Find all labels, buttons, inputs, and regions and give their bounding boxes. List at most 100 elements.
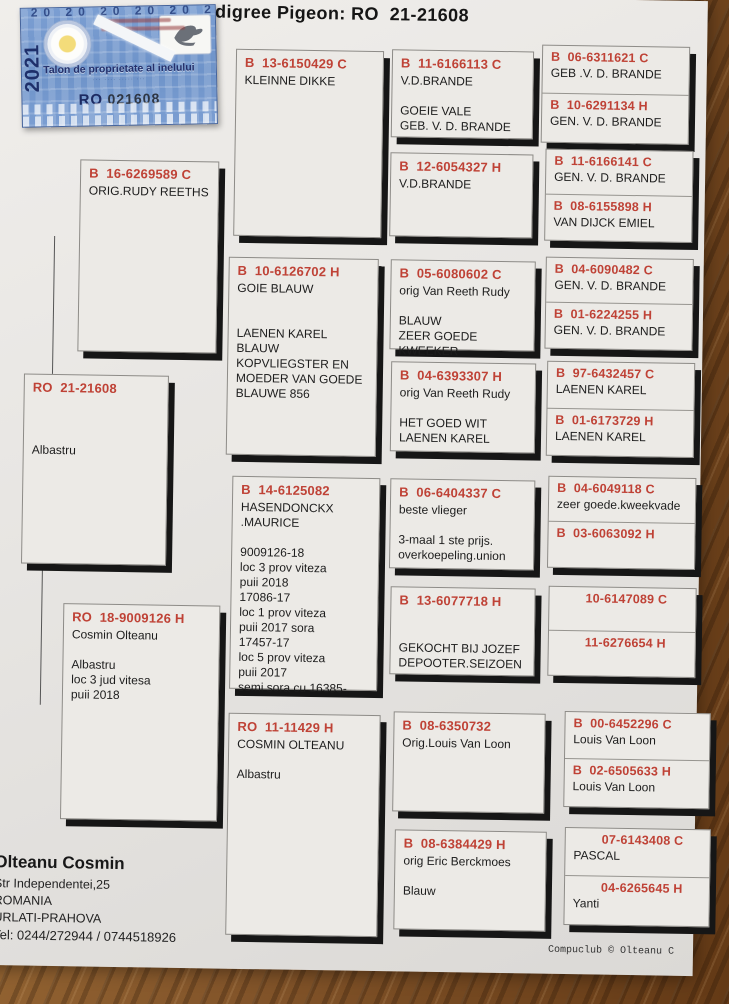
ring-number: B 03-6063092 H [556,525,655,542]
sticker-title: Talon de proprietate al inelului [43,61,195,77]
ring-ownership-sticker: 20 20 20 20 20 20 2021 Talon de propriet… [19,4,218,128]
ring-number: B 10-6291134 H [550,97,648,114]
ring-number: B 10-6126702 H [237,262,340,280]
software-credit: Compuclub © Olteanu C [547,944,675,958]
box-gen3-b05-6080602: B 05-6080602 C orig Van Reeth Rudy BLAUW… [389,259,536,358]
ring-number: B 12-6054327 H [399,158,502,175]
ring-number: B 00-6452296 C [573,716,672,732]
ring-number: B 16-6269589 C [89,165,192,183]
pedigree-connector-line [39,568,43,705]
gen4-cell-b01-6224255: B 01-6224255 H GEN. V. D. BRANDE [545,303,692,350]
box-notes: VAN DIJCK EMIEL [553,214,655,231]
owner-address-city: URLATI-PRAHOVA [0,910,102,926]
box-notes: V.D.BRANDE GOEIE VALE GEB. V. D. BRANDE [399,73,511,135]
box-gen3-b04-6393307: B 04-6393307 H orig Van Reeth Rudy HET G… [389,361,537,454]
ring-number: B 97-6432457 C [555,365,655,382]
ring-number: 10-6147089 C [585,591,668,607]
sticker-wave-pattern [22,113,217,127]
gen4-cell-b11-6166141: B 11-6166141 C GEN. V. D. BRANDE [545,149,693,197]
box-notes: HASENDONCKX .MAURICE 9009126-18 loc 3 pr… [237,499,347,696]
gen4-cell-07-6143408: 07-6143408 C PASCAL [565,828,710,879]
ring-number: B 01-6173729 H [555,412,654,428]
gen4-cell-04-6265645: 04-6265645 H Yanti [564,876,709,926]
owner-address-country: ROMANIA [0,893,53,908]
box-gen3-b12-6054327: B 12-6054327 H V.D.BRANDE [389,152,534,239]
box-notes: orig Van Reeth Rudy BLAUW ZEER GOEDE KWE… [398,283,510,359]
box-notes: GOIE BLAUW LAENEN KAREL BLAUW KOPVLIEGST… [235,280,363,401]
box-notes: Albastru [31,397,76,458]
box-sire-b16-6269589: B 16-6269589 C ORIG.RUDY REETHS [77,159,220,354]
ring-number: B 08-6384429 H [403,835,506,853]
box-notes: GEN. V. D. BRANDE [554,277,667,294]
ring-number: B 04-6090482 C [554,261,653,278]
box-notes: COSMIN OLTEANU Albastru [236,736,345,782]
page-title: edigree Pigeon: RO 21-21608 [204,1,470,26]
box-gen4-pair-3: B 04-6090482 C GEN. V. D. BRANDE B 01-62… [544,256,694,351]
box-notes: GEN. V. D. BRANDE [553,322,666,339]
box-notes: KLEINNE DIKKE [244,72,336,89]
box-notes: ORIG.RUDY REETHS [88,183,209,200]
ring-number: RO 21-21608 [32,379,117,396]
ring-number: B 11-6166113 C [400,55,502,72]
box-notes: orig Eric Berckmoes Blauw [402,853,511,899]
gen4-cell-10-6147089: 10-6147089 C [549,586,696,634]
ring-number: B 08-6155898 H [553,198,652,215]
box-notes [556,542,686,544]
owner-address-street: Str Independentei,25 [0,876,111,892]
gen4-cell-b97-6432457: B 97-6432457 C LAENEN KAREL [547,361,695,411]
gen4-cell-b08-6155898: B 08-6155898 H VAN DIJCK EMIEL [545,195,692,242]
box-gen3-b11-6166113: B 11-6166113 C V.D.BRANDE GOEIE VALE GEB… [390,49,535,140]
box-gen2-b14-6125082: B 14-6125082 HASENDONCKX .MAURICE 900912… [229,475,381,696]
box-notes: zeer goede.kweekvade [556,496,681,513]
box-gen3-b13-6077718: B 13-6077718 H GEKOCHT BIJ JOZEF DEPOOTE… [389,586,536,677]
gen4-cell-11-6276654: 11-6276654 H [548,631,695,677]
box-notes: Yanti [572,896,600,911]
box-notes: GEN. V. D. BRANDE [549,113,662,130]
box-gen4-pair-1: B 06-6311621 C GEB .V. D. BRANDE B 10-62… [540,44,691,145]
box-gen2-ro11-11429: RO 11-11429 H COSMIN OLTEANU Albastru [225,712,381,938]
box-gen4-pair-4: B 97-6432457 C LAENEN KAREL B 01-6173729… [545,360,696,459]
ring-number: RO 18-9009126 H [72,609,185,627]
box-gen4-pair-7: B 00-6452296 C Louis Van Loon B 02-65056… [563,711,711,810]
box-dam-ro18-9009126: RO 18-9009126 H Cosmin Olteanu Albastru … [59,603,221,822]
ring-number: 04-6265645 H [600,880,683,896]
pigeon-logo-icon [158,14,212,56]
gen4-cell-b04-6049118: B 04-6049118 C zeer goede.kweekvade [548,476,696,525]
gen4-cell-b04-6090482: B 04-6090482 C GEN. V. D. BRANDE [546,257,693,305]
box-notes: GEB .V. D. BRANDE [550,65,662,82]
ring-number: B 04-6393307 H [399,367,503,384]
pedigree-connector-line [51,235,56,374]
box-notes: PASCAL [573,848,621,863]
owner-name: Olteanu Cosmin [0,852,125,874]
owner-phone: Tel: 0244/272944 / 0744518926 [0,927,177,945]
box-notes: GEKOCHT BIJ JOZEF DEPOOTER.SEIZOEN [398,610,522,672]
box-gen2-b13-6150429: B 13-6150429 C KLEINNE DIKKE [233,48,385,239]
ring-number: B 08-6350732 [402,717,492,734]
box-notes [557,651,687,653]
ring-number: B 05-6080602 C [399,265,502,282]
pigeon-silhouette-icon [174,25,203,46]
box-notes: V.D.BRANDE [398,176,472,192]
ring-number: B 04-6049118 C [557,480,655,497]
box-notes: Cosmin Olteanu Albastru loc 3 jud vitesa… [70,627,159,703]
box-gen4-pair-5: B 04-6049118 C zeer goede.kweekvade B 03… [546,475,697,571]
box-gen2-b10-6126702: B 10-6126702 H GOIE BLAUW LAENEN KAREL B… [225,256,379,458]
box-gen4-pair-8: 07-6143408 C PASCAL 04-6265645 H Yanti [563,827,711,928]
box-notes: Orig.Louis Van Loon [402,735,511,752]
box-gen4-pair-6: 10-6147089 C 11-6276654 H [547,585,697,679]
ring-number: B 06-6404337 C [399,484,502,501]
ring-number: 11-6276654 H [584,635,666,651]
box-notes: Louis Van Loon [573,732,656,748]
box-notes: orig Van Reeth Rudy HET GOED WIT LAENEN … [398,385,511,446]
sticker-subtext-line: ··· ···· ····· ··· [92,76,146,84]
gen4-cell-b01-6173729: B 01-6173729 H LAENEN KAREL [547,408,694,457]
gen4-cell-b00-6452296: B 00-6452296 C Louis Van Loon [564,712,710,762]
box-gen3-b08-6350732: B 08-6350732 Orig.Louis Van Loon [392,711,546,814]
gen4-cell-b02-6505633: B 02-6505633 H Louis Van Loon [564,759,709,808]
box-notes: LAENEN KAREL [554,428,646,444]
ring-number: B 14-6125082 [241,481,330,499]
gen4-cell-b06-6311621: B 06-6311621 C GEB .V. D. BRANDE [542,45,690,96]
ring-number: B 02-6505633 H [572,763,672,779]
box-subject-ro21-21608: RO 21-21608 Albastru [20,373,169,566]
